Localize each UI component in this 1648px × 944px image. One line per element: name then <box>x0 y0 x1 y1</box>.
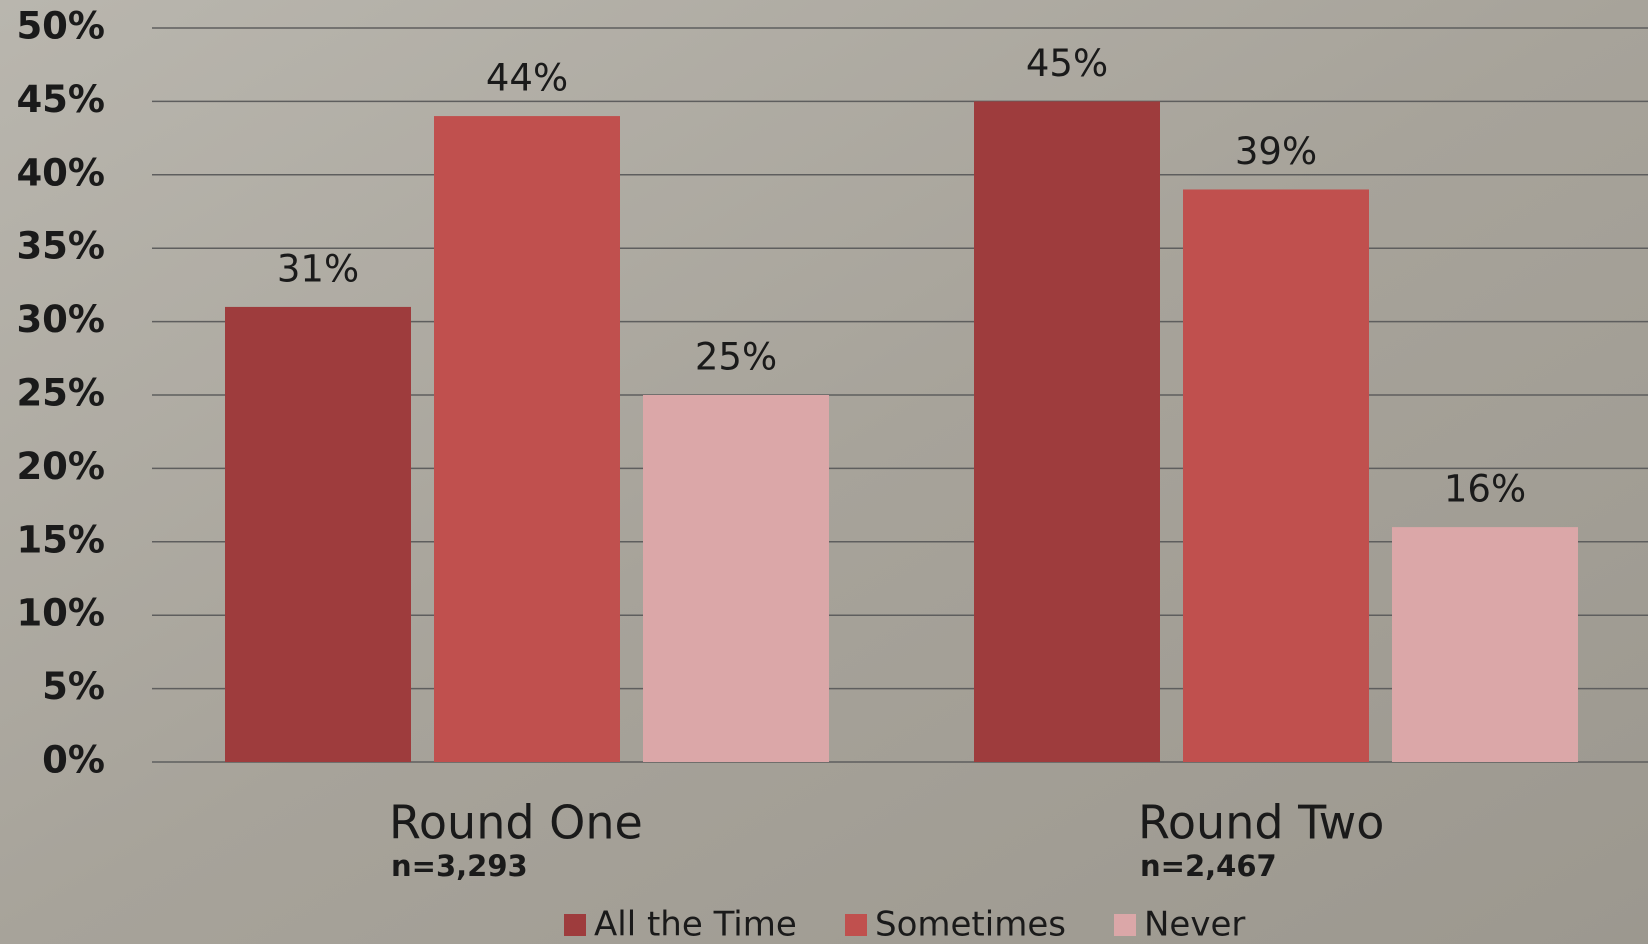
y-tick-label: 10% <box>16 592 105 635</box>
value-label: 45% <box>1026 42 1108 85</box>
y-tick-label: 35% <box>16 225 105 268</box>
legend-label: Never <box>1144 905 1245 944</box>
bar <box>1392 527 1578 762</box>
y-tick-label: 15% <box>16 518 105 561</box>
y-tick-label: 25% <box>16 372 105 415</box>
value-label: 25% <box>695 336 777 379</box>
category-subtitle: n=3,293 <box>391 849 528 883</box>
chart: 0% 5% 10% 15% 20% 25% 30% 35% 40% 45% 50% 31% 44% 25%… <box>0 0 1648 944</box>
legend-label: All the Time <box>594 905 797 944</box>
bar <box>1183 189 1369 762</box>
y-tick-label: 45% <box>16 78 105 121</box>
y-tick-label: 0% <box>42 739 105 782</box>
bar <box>643 395 829 762</box>
legend-label: Sometimes <box>875 905 1066 944</box>
y-tick-label: 5% <box>42 665 105 708</box>
category-subtitle: n=2,467 <box>1140 849 1277 883</box>
legend-swatch <box>1114 914 1136 936</box>
y-tick-label: 20% <box>16 445 105 488</box>
value-label: 31% <box>277 247 359 290</box>
value-label: 44% <box>486 57 568 100</box>
bar <box>225 307 411 762</box>
category-label: Round Two <box>1138 796 1384 850</box>
y-tick-label: 30% <box>16 298 105 341</box>
y-tick-label: 40% <box>16 151 105 194</box>
category-label: Round One <box>389 796 643 850</box>
value-label: 16% <box>1444 468 1526 511</box>
legend-swatch <box>845 914 867 936</box>
bar <box>974 101 1160 762</box>
y-tick-label: 50% <box>16 5 105 48</box>
bar <box>434 116 620 762</box>
legend-swatch <box>564 914 586 936</box>
value-label: 39% <box>1235 130 1317 173</box>
